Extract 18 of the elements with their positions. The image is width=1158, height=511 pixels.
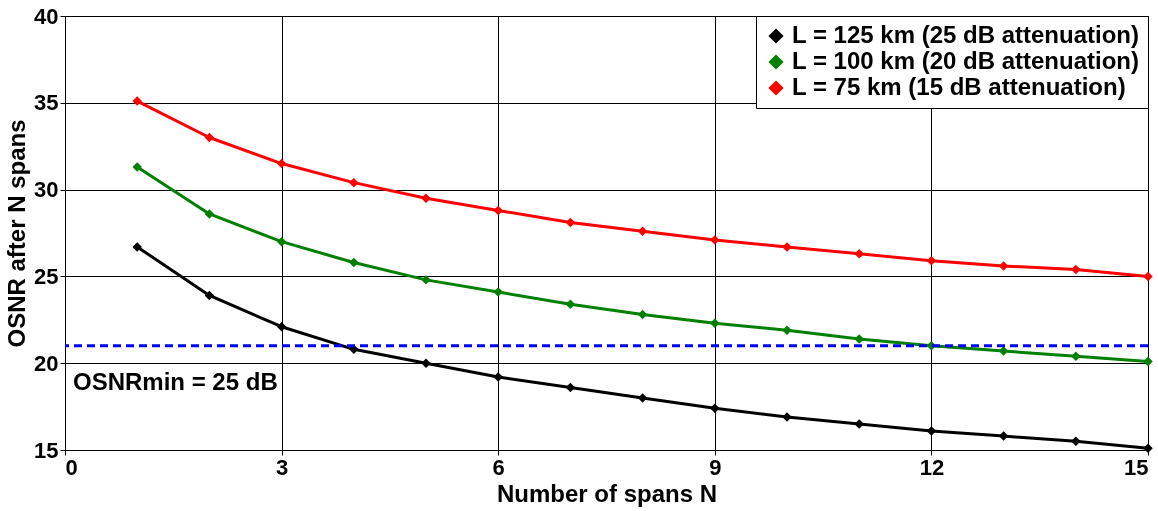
x-tick-label: 12 <box>919 454 945 480</box>
x-tick-label: 9 <box>709 454 722 480</box>
y-tick-label: 40 <box>34 3 59 29</box>
x-axis-title: Number of spans N <box>496 479 718 507</box>
y-tick-label: 30 <box>34 177 59 203</box>
y-axis-title: OSNR after N spans <box>3 119 31 348</box>
legend-label: L = 125 km (25 dB attenuation) <box>792 21 1139 48</box>
legend-label: L = 75 km (15 dB attenuation) <box>792 73 1126 100</box>
x-tick-label: 0 <box>65 454 78 480</box>
y-tick-label: 15 <box>34 437 59 463</box>
y-tick-label: 35 <box>34 90 59 116</box>
y-tick-label: 20 <box>34 350 59 376</box>
x-tick-label: 15 <box>1124 454 1149 480</box>
y-tick-label: 25 <box>34 263 59 289</box>
annotation: OSNRmin = 25 dB <box>73 368 278 395</box>
x-tick-label: 6 <box>492 454 505 480</box>
x-tick-label: 3 <box>275 454 289 480</box>
legend-label: L = 100 km (20 dB attenuation) <box>792 47 1139 74</box>
